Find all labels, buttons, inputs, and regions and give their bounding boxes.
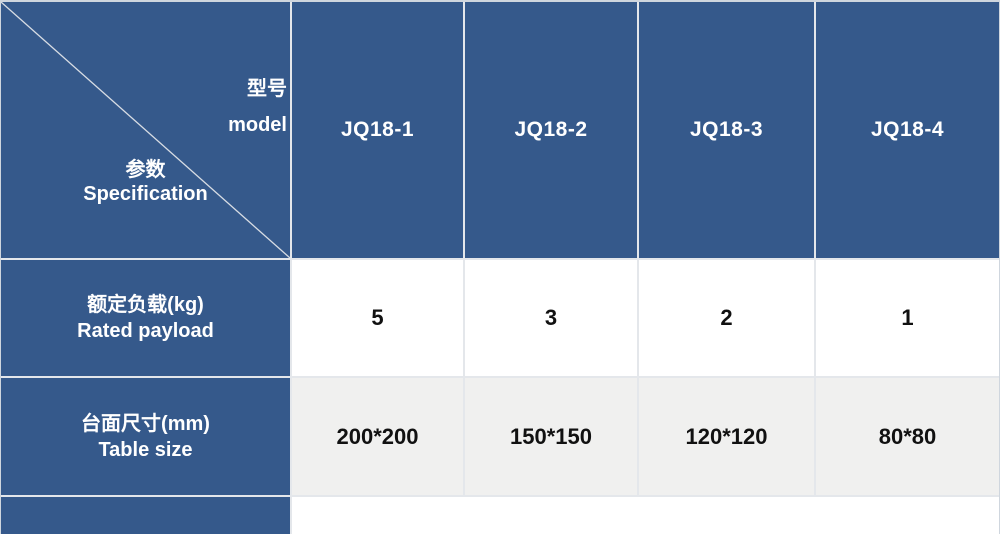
row-label-table-size-cn: 台面尺寸(mm) xyxy=(81,412,210,435)
bottom-partial-values xyxy=(292,497,999,534)
rated-payload-value-jq18-1: 5 xyxy=(292,260,463,376)
table-size-value-jq18-1: 200*200 xyxy=(292,378,463,495)
column-header-jq18-4: JQ18-4 xyxy=(816,2,999,258)
corner-header-cell: 型号 model 参数 Specification xyxy=(1,2,290,258)
row-label-rated-payload-en: Rated payload xyxy=(77,320,214,342)
row-label-rated-payload-cn: 额定负载(kg) xyxy=(87,294,204,316)
rated-payload-value-jq18-4: 1 xyxy=(816,260,999,376)
table-size-value-jq18-4: 80*80 xyxy=(816,378,999,495)
row-label-rated-payload: 额定负载(kg) Rated payload xyxy=(1,260,290,376)
corner-label-spec-cn: 参数 xyxy=(125,159,166,181)
corner-label-model-cn: 型号 xyxy=(247,78,287,100)
column-header-jq18-2: JQ18-2 xyxy=(465,2,637,258)
corner-label-spec-en: Specification xyxy=(83,183,208,205)
column-header-jq18-1: JQ18-1 xyxy=(292,2,463,258)
row-label-table-size: 台面尺寸(mm) Table size xyxy=(1,378,290,495)
diagonal-line xyxy=(1,2,290,258)
row-label-table-size-en: Table size xyxy=(98,438,193,461)
rated-payload-value-jq18-3: 2 xyxy=(639,260,814,376)
table-size-value-jq18-3: 120*120 xyxy=(639,378,814,495)
table-size-value-jq18-2: 150*150 xyxy=(465,378,637,495)
column-header-jq18-3: JQ18-3 xyxy=(639,2,814,258)
row-label-bottom-partial xyxy=(1,497,290,534)
rated-payload-value-jq18-2: 3 xyxy=(465,260,637,376)
corner-label-spec: 参数 Specification xyxy=(1,158,290,206)
corner-label-model-en: model xyxy=(228,114,287,136)
